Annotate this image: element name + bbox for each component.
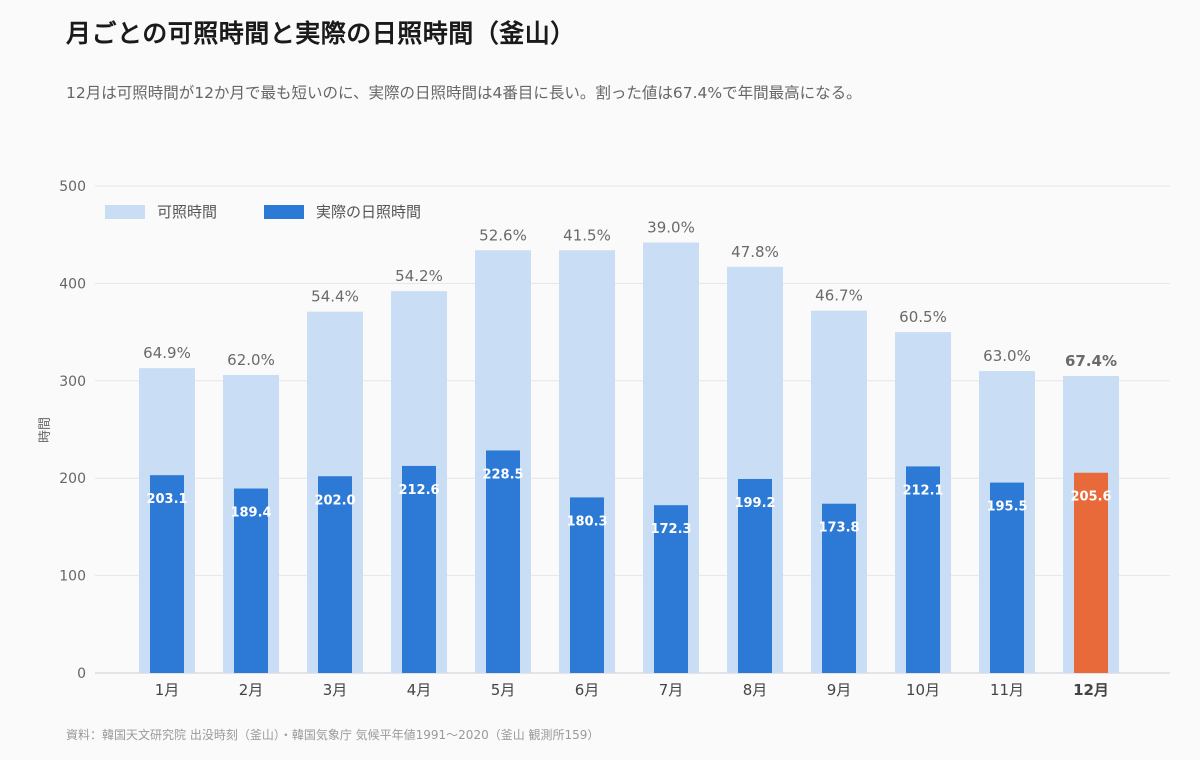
x-tick-label: 8月	[743, 681, 768, 699]
bars: 203.1 64.9% 189.4 62.0% 202.0 54.4% 212.6 54.2%…	[139, 218, 1119, 673]
x-tick-label: 7月	[659, 681, 684, 699]
actual-value-label: 212.6	[398, 483, 439, 498]
actual-value-label: 205.6	[1070, 490, 1111, 505]
actual-sunshine-bar	[1074, 472, 1108, 673]
ratio-label: 39.0%	[647, 218, 695, 236]
legend-swatch-possible	[105, 205, 145, 219]
y-tick-label: 0	[77, 666, 86, 682]
actual-value-label: 228.5	[482, 467, 523, 482]
x-tick-label: 4月	[407, 681, 432, 699]
y-tick-label: 500	[59, 179, 86, 195]
ratio-label: 46.7%	[815, 287, 863, 305]
x-tick-label: 10月	[906, 681, 940, 699]
actual-value-label: 199.2	[734, 496, 775, 511]
actual-value-label: 189.4	[230, 506, 271, 521]
actual-sunshine-bar	[234, 488, 268, 673]
legend: 可照時間 実際の日照時間	[105, 203, 421, 221]
actual-sunshine-bar	[738, 478, 772, 673]
actual-sunshine-bar	[486, 450, 520, 673]
actual-sunshine-bar	[906, 466, 940, 673]
actual-value-label: 173.8	[818, 521, 859, 536]
bar-chart: 0 100 200 300 400 500 時間 203.1 64.9% 189.4 62.0%…	[38, 179, 1170, 699]
ratio-label: 54.2%	[395, 267, 443, 285]
y-tick-label: 400	[59, 276, 86, 292]
ratio-label: 64.9%	[143, 344, 191, 362]
actual-sunshine-bar	[822, 503, 856, 673]
legend-label-possible: 可照時間	[157, 203, 217, 221]
chart-subtitle: 12月は可照時間が12か月で最も短いのに、実際の日照時間は4番目に長い。割った値…	[66, 84, 862, 102]
actual-sunshine-bar	[570, 497, 604, 673]
y-axis-label: 時間	[38, 417, 53, 443]
x-tick-label: 12月	[1073, 681, 1109, 699]
actual-value-label: 203.1	[146, 492, 187, 507]
x-axis-ticks: 1月 2月 3月 4月 5月 6月 7月 8月 9月 10月 11月 12月	[155, 681, 1109, 699]
actual-value-label: 195.5	[986, 500, 1027, 515]
actual-sunshine-bar	[402, 465, 436, 673]
ratio-label: 52.6%	[479, 226, 527, 244]
ratio-label: 62.0%	[227, 351, 275, 369]
ratio-label: 63.0%	[983, 347, 1031, 365]
actual-sunshine-bar	[654, 505, 688, 673]
actual-value-label: 212.1	[902, 483, 943, 498]
x-tick-label: 1月	[155, 681, 180, 699]
ratio-label: 60.5%	[899, 308, 947, 326]
x-tick-label: 2月	[239, 681, 264, 699]
y-tick-label: 100	[59, 569, 86, 585]
chart-title: 月ごとの可照時間と実際の日照時間（釜山）	[66, 19, 576, 48]
x-tick-label: 9月	[827, 681, 852, 699]
source-note: 資料：韓国天文研究院 出没時刻（釜山）・韓国気象庁 気候平年値1991～2020…	[66, 728, 600, 742]
actual-value-label: 202.0	[314, 493, 355, 508]
x-tick-label: 11月	[990, 681, 1024, 699]
legend-swatch-actual	[264, 205, 304, 219]
legend-label-actual: 実際の日照時間	[316, 203, 421, 221]
x-tick-label: 6月	[575, 681, 600, 699]
x-tick-label: 3月	[323, 681, 348, 699]
x-tick-label: 5月	[491, 681, 516, 699]
ratio-label: 47.8%	[731, 243, 779, 261]
actual-value-label: 172.3	[650, 522, 691, 537]
actual-sunshine-bar	[150, 475, 184, 673]
actual-value-label: 180.3	[566, 514, 607, 529]
y-tick-label: 200	[59, 471, 86, 487]
ratio-label: 54.4%	[311, 288, 359, 306]
actual-sunshine-bar	[990, 482, 1024, 673]
ratio-label: 67.4%	[1065, 352, 1117, 370]
ratio-label: 41.5%	[563, 226, 611, 244]
y-tick-label: 300	[59, 374, 86, 390]
actual-sunshine-bar	[318, 476, 352, 673]
y-axis-ticks: 0 100 200 300 400 500	[59, 179, 86, 682]
